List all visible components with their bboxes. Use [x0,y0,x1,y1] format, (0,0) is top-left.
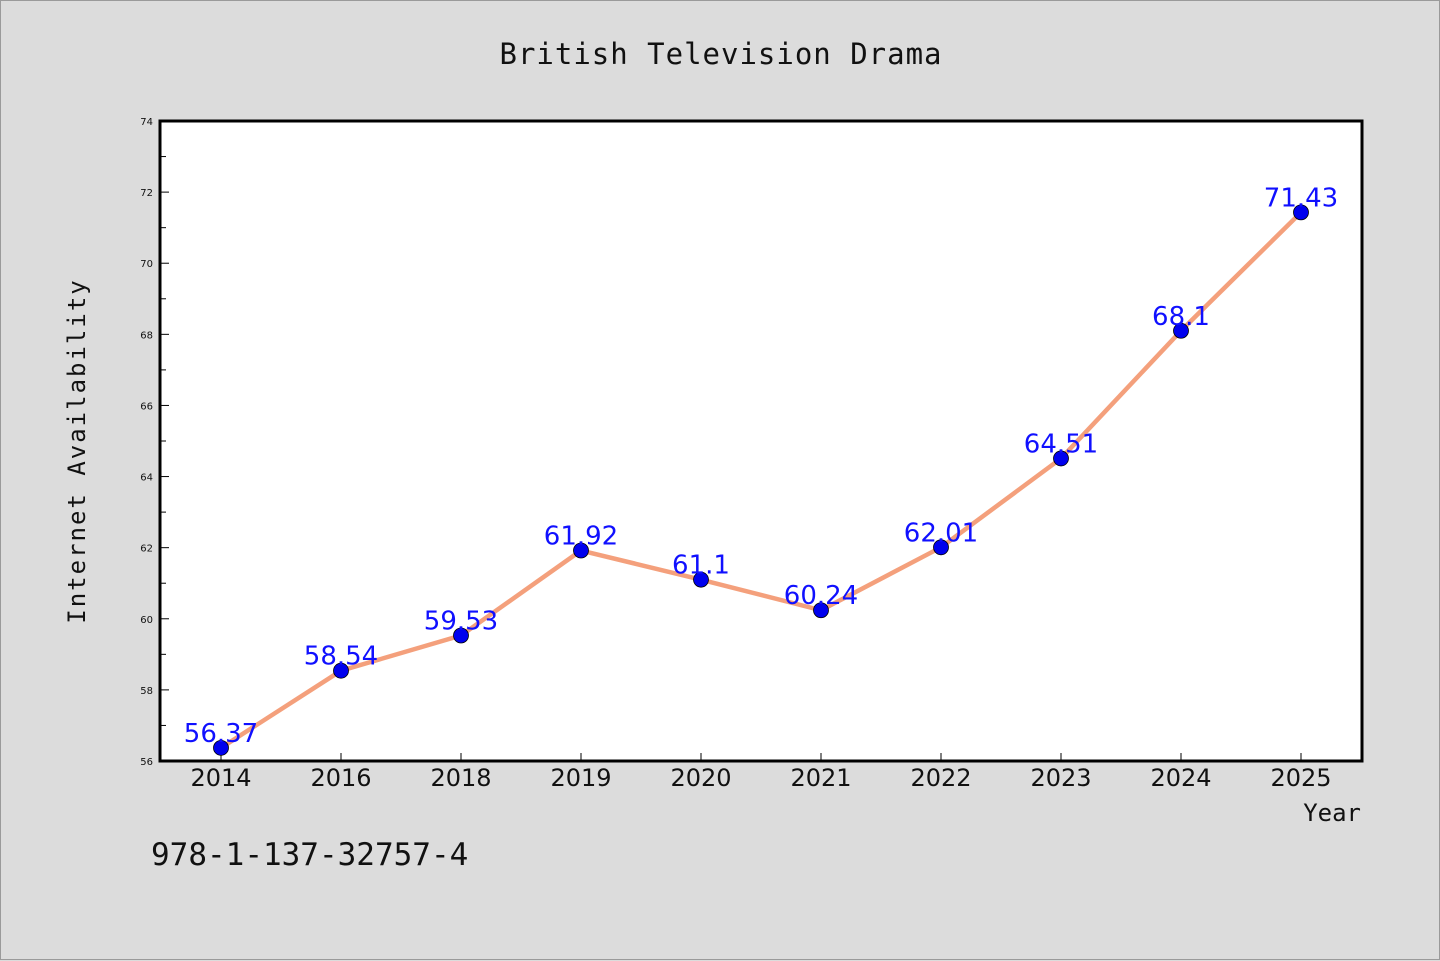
y-tick-label: 64 [140,473,153,484]
plot-area [158,119,1364,763]
y-axis: 56 58 60 62 64 66 68 70 72 74 [140,117,169,768]
y-axis-label: Internet Availability [63,278,91,623]
data-point [1053,450,1069,467]
data-labels: 56.37 58.54 59.53 61.92 61.1 60.24 62.01 64.51 6… [184,183,1338,748]
data-point [213,739,229,756]
y-tick-label: 60 [140,615,153,626]
series-group [213,204,1309,756]
x-tick-label: 2019 [550,764,611,792]
x-tick-label: 2020 [670,764,731,792]
data-label: 58.54 [304,642,378,672]
x-tick-label: 2025 [1270,764,1331,792]
data-point [1293,204,1309,221]
x-axis: 2014 2016 2018 2019 2020 2021 2022 2023 2024 2025 [190,753,1332,792]
x-tick-label: 2024 [1150,764,1211,792]
data-point [813,602,829,619]
y-tick-label: 74 [140,117,153,128]
data-label: 71.43 [1264,183,1338,213]
data-point [693,571,709,588]
data-label: 59.53 [424,606,498,636]
data-label: 62.01 [904,518,978,548]
data-point [333,662,349,679]
y-tick-label: 72 [140,188,153,199]
data-label: 56.37 [184,719,258,749]
data-point [1173,322,1189,339]
data-point [573,542,589,559]
x-tick-label: 2016 [310,764,371,792]
data-point [933,539,949,556]
data-label: 64.51 [1024,429,1098,459]
series-line [218,210,1304,751]
data-label: 61.92 [544,522,618,552]
y-tick-label: 62 [140,544,153,555]
data-label: 60.24 [784,581,858,611]
x-tick-label: 2023 [1030,764,1091,792]
y-tick-label: 70 [140,259,153,270]
data-point [453,627,469,644]
y-tick-label: 66 [140,401,153,412]
y-tick-label: 58 [140,686,153,697]
x-tick-label: 2014 [190,764,251,792]
data-label: 68.1 [1152,302,1210,332]
chart-title: British Television Drama [499,37,942,71]
isbn-label: 978-1-137-32757-4 [151,837,468,873]
x-axis-label: Year [1303,799,1361,827]
y-tick-label: 68 [140,330,153,341]
x-tick-label: 2018 [430,764,491,792]
y-tick-label: 56 [140,757,153,768]
x-tick-label: 2022 [910,764,971,792]
data-label: 61.1 [672,551,730,581]
x-tick-label: 2021 [790,764,851,792]
